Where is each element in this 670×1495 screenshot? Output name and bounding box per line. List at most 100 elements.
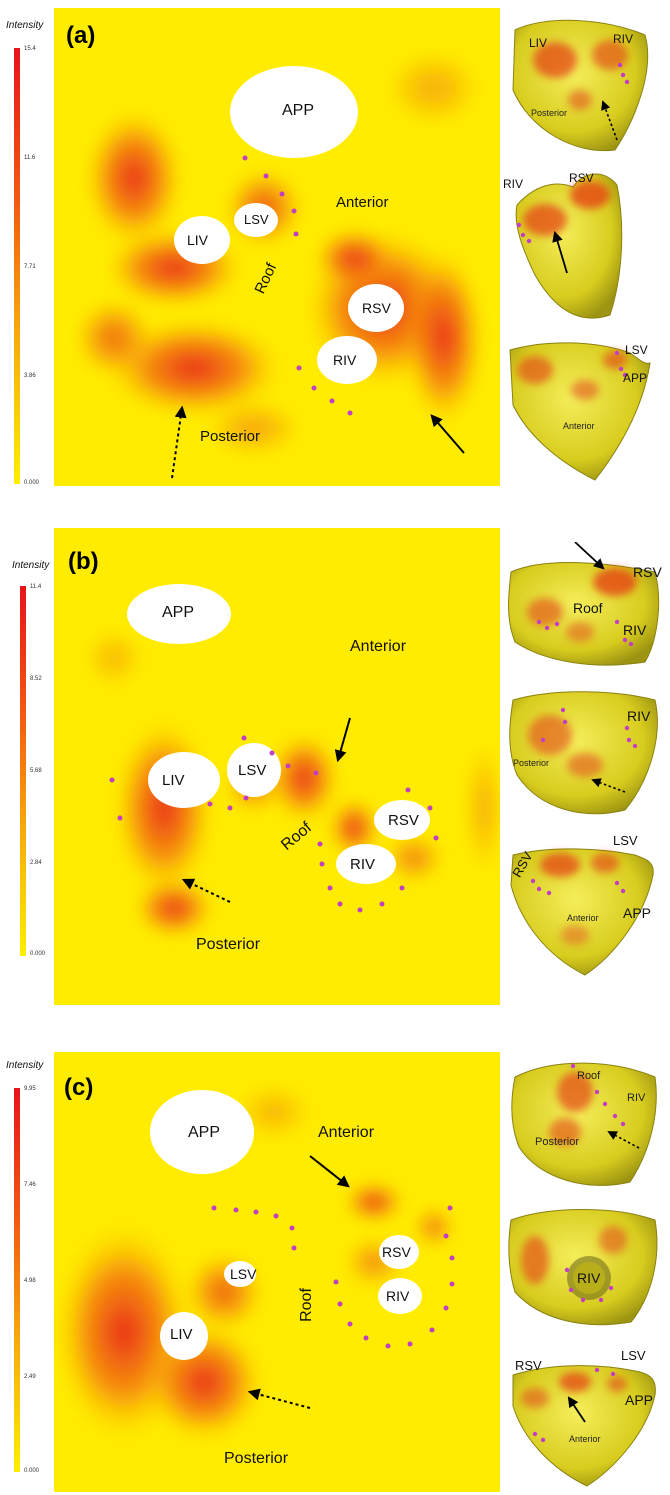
posterior-label: Posterior: [200, 428, 261, 445]
scale-title: Intensity: [6, 20, 44, 31]
app-hole: [230, 66, 358, 158]
thumbnail-view: RSV LSV APP Anterior: [505, 825, 665, 980]
thumb-label: RIV: [613, 32, 634, 46]
panel-label: (a): [66, 22, 96, 49]
posterior-label: Posterior: [224, 1450, 289, 1467]
thumb-label: RIV: [577, 1270, 601, 1286]
anterior-label: Anterior: [318, 1124, 375, 1141]
thumbnail-view: RSV Roof RIV: [505, 542, 665, 672]
liv-label: LIV: [170, 1326, 193, 1343]
thumbnail-view: RIV: [505, 1200, 665, 1330]
marker-dots: [242, 155, 353, 416]
dashed-arrow: [247, 1388, 311, 1409]
app-label: APP: [282, 102, 315, 119]
thumb-small-label: Anterior: [563, 421, 595, 431]
scale-bar: [14, 1088, 20, 1472]
scale-tick: 0.000: [24, 1468, 40, 1474]
scale-tick: 2.49: [24, 1374, 36, 1380]
scale-tick: 5.68: [30, 768, 42, 774]
solid-arrow: [430, 414, 465, 454]
liv-hole: [160, 1312, 208, 1360]
thumbnail-view: Roof RIV Posterior: [505, 1052, 665, 1192]
panel-label: (c): [64, 1074, 94, 1101]
scale-bar: [20, 586, 26, 956]
rsv-label: RSV: [362, 300, 391, 316]
thumbnail-view: RSV LSV APP Anterior: [505, 1340, 665, 1488]
rsv-label: RSV: [388, 812, 419, 829]
thumb-label: LIV: [529, 36, 548, 50]
panel-a: Intensity 15.4 11.6 7.71 3.86 0.000: [0, 0, 670, 495]
thumb-label: Roof: [573, 600, 603, 616]
scale-tick: 3.86: [24, 373, 36, 379]
panel-b: Intensity 11.4 8.52 5.68 2.84 0.000: [0, 520, 670, 1010]
thumb-label: LSV: [621, 1348, 646, 1363]
scale-title: Intensity: [12, 560, 50, 571]
thumbnail-view: LSV APP Anterior: [505, 335, 660, 485]
scale-tick: 7.46: [24, 1182, 36, 1188]
intensity-map: (c) APP Anterior LSV LIV Roof RSV RIV Po…: [54, 1052, 500, 1492]
thumb-label: LSV: [613, 833, 638, 848]
rsv-label: RSV: [382, 1244, 411, 1260]
lsv-hole: [227, 743, 281, 797]
intensity-scale: Intensity 11.4 8.52 5.68 2.84 0.000: [6, 550, 50, 970]
thumb-small-label: Posterior: [513, 758, 550, 768]
thumb-label: RIV: [623, 622, 647, 638]
liv-hole: [148, 752, 220, 808]
rsv-hole: [348, 284, 404, 332]
thumb-label: RSV: [633, 564, 662, 580]
scale-tick: 15.4: [24, 46, 36, 52]
thumbnail-view: RIV RIV RSV: [503, 165, 655, 325]
riv-label: RIV: [350, 856, 376, 873]
intensity-scale: Intensity 15.4 11.6 7.71 3.86 0.000: [6, 18, 50, 488]
marker-dots: [109, 735, 439, 913]
app-hole: [150, 1090, 254, 1174]
thumb-small-label: Posterior: [535, 1136, 580, 1148]
scale-tick: 9.95: [24, 1086, 36, 1092]
thumb-label: APP: [623, 905, 652, 921]
thumb-small-label: Anterior: [567, 913, 599, 923]
scale-tick: 11.6: [24, 155, 36, 161]
thumb-label: RSV: [515, 1358, 542, 1373]
rsv-hole: [379, 1235, 419, 1269]
map-svg: [54, 528, 500, 1005]
scale-title: Intensity: [6, 1060, 44, 1071]
riv-hole: [317, 336, 377, 384]
lsv-label: LSV: [244, 212, 269, 227]
marker-dots: [211, 1205, 455, 1349]
map-svg: [54, 1052, 500, 1492]
riv-label: RIV: [333, 352, 357, 368]
thumb-label: RIV: [503, 177, 524, 191]
riv-hole: [336, 844, 396, 884]
panel-c: Intensity 9.95 7.46 4.98 2.49 0.000: [0, 1040, 670, 1495]
intensity-scale: Intensity 9.95 7.46 4.98 2.49 0.000: [6, 1058, 50, 1488]
scale-tick: 4.98: [24, 1278, 36, 1284]
thumb-label: Roof: [577, 1070, 601, 1082]
lsv-label: LSV: [230, 1266, 257, 1282]
scale-tick: 8.52: [30, 676, 42, 682]
thumb-small-label: Posterior: [531, 108, 568, 118]
solid-arrow: [334, 717, 351, 763]
thumb-label: APP: [623, 371, 648, 385]
thumb-label: RIV: [627, 708, 651, 724]
rsv-hole: [374, 800, 430, 840]
solid-arrow: [309, 1155, 350, 1188]
riv-hole: [378, 1278, 422, 1314]
anterior-label: Anterior: [336, 194, 389, 211]
lsv-hole: [224, 1261, 256, 1287]
scale-tick: 0.000: [30, 951, 46, 957]
posterior-label: Posterior: [196, 936, 261, 953]
intensity-map: (a) APP Anterior LIV LSV Roof RSV RIV Po…: [54, 8, 500, 486]
thumb-small-label: Anterior: [569, 1434, 601, 1444]
lsv-hole: [234, 203, 278, 237]
scale-tick: 11.4: [30, 584, 42, 590]
scale-tick: 2.84: [30, 860, 42, 866]
thumbnail-view: LIV RIV Posterior: [505, 10, 655, 155]
lsv-label: LSV: [238, 762, 267, 779]
roof-label: Roof: [297, 1288, 315, 1322]
liv-hole: [174, 216, 230, 264]
liv-label: LIV: [187, 232, 209, 248]
map-svg: [54, 8, 500, 486]
scale-tick: 7.71: [24, 264, 36, 270]
intensity-map: (b) APP Anterior LIV LSV Roof RSV RIV Po…: [54, 528, 500, 1005]
thumb-label: LSV: [625, 343, 648, 357]
